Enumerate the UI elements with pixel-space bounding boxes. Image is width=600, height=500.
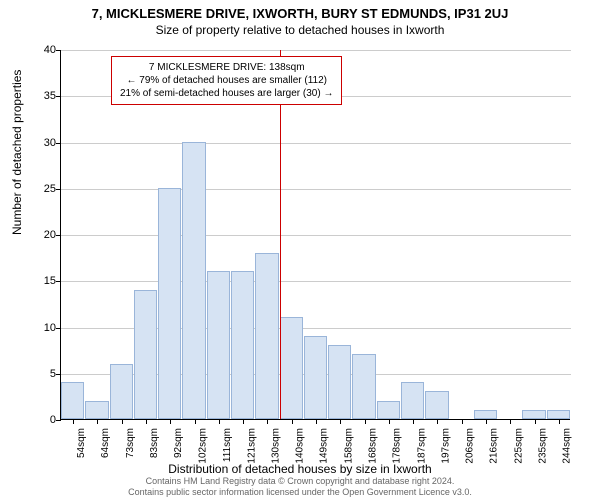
y-tick-mark: [56, 50, 61, 51]
histogram-bar: [61, 382, 84, 419]
x-tick-mark: [486, 419, 487, 424]
histogram-bar: [182, 142, 205, 420]
histogram-bar: [547, 410, 570, 419]
annotation-line: 7 MICKLESMERE DRIVE: 138sqm: [120, 61, 333, 74]
y-tick-label: 35: [44, 90, 56, 102]
y-tick-label: 0: [50, 414, 56, 426]
x-tick-label: 73sqm: [125, 428, 136, 458]
x-tick-label: 225sqm: [513, 428, 524, 464]
y-tick-label: 10: [44, 322, 56, 334]
chart-subtitle: Size of property relative to detached ho…: [0, 21, 600, 37]
y-tick-label: 25: [44, 183, 56, 195]
x-tick-mark: [170, 419, 171, 424]
y-gridline: [61, 281, 571, 282]
y-gridline: [61, 143, 571, 144]
x-tick-mark: [292, 419, 293, 424]
footer-line-2: Contains public sector information licen…: [0, 487, 600, 498]
y-tick-mark: [56, 374, 61, 375]
chart-area: 051015202530354054sqm64sqm73sqm83sqm92sq…: [60, 50, 570, 420]
x-tick-label: 244sqm: [562, 428, 573, 464]
histogram-bar: [255, 253, 278, 420]
annotation-line: ← 79% of detached houses are smaller (11…: [120, 74, 333, 87]
histogram-bar: [377, 401, 400, 420]
histogram-bar: [304, 336, 327, 419]
x-tick-label: 64sqm: [100, 428, 111, 458]
x-tick-mark: [243, 419, 244, 424]
x-tick-mark: [122, 419, 123, 424]
x-tick-mark: [535, 419, 536, 424]
x-tick-label: 158sqm: [343, 428, 354, 464]
x-tick-mark: [413, 419, 414, 424]
x-tick-mark: [559, 419, 560, 424]
x-tick-label: 54sqm: [76, 428, 87, 458]
x-tick-mark: [195, 419, 196, 424]
x-tick-label: 111sqm: [222, 428, 233, 462]
y-tick-mark: [56, 96, 61, 97]
histogram-bar: [425, 391, 448, 419]
y-tick-mark: [56, 420, 61, 421]
y-tick-label: 5: [50, 368, 56, 380]
y-gridline: [61, 189, 571, 190]
histogram-bar: [231, 271, 254, 419]
x-tick-label: 187sqm: [416, 428, 427, 464]
y-tick-mark: [56, 281, 61, 282]
x-tick-mark: [267, 419, 268, 424]
histogram-bar: [280, 317, 303, 419]
histogram-bar: [110, 364, 133, 420]
x-tick-mark: [73, 419, 74, 424]
x-tick-label: 216sqm: [489, 428, 500, 464]
histogram-bar: [328, 345, 351, 419]
x-tick-label: 140sqm: [295, 428, 306, 464]
y-tick-label: 30: [44, 137, 56, 149]
y-tick-mark: [56, 189, 61, 190]
footer-attribution: Contains HM Land Registry data © Crown c…: [0, 476, 600, 498]
x-tick-label: 235sqm: [538, 428, 549, 464]
plot-region: 051015202530354054sqm64sqm73sqm83sqm92sq…: [60, 50, 570, 420]
histogram-bar: [474, 410, 497, 419]
x-tick-label: 149sqm: [319, 428, 330, 464]
y-tick-mark: [56, 235, 61, 236]
histogram-bar: [134, 290, 157, 420]
histogram-bar: [158, 188, 181, 419]
footer-line-1: Contains HM Land Registry data © Crown c…: [0, 476, 600, 487]
chart-title: 7, MICKLESMERE DRIVE, IXWORTH, BURY ST E…: [0, 0, 600, 21]
x-tick-mark: [316, 419, 317, 424]
x-tick-label: 121sqm: [246, 428, 257, 464]
annotation-line: 21% of semi-detached houses are larger (…: [120, 87, 333, 100]
x-tick-label: 92sqm: [173, 428, 184, 458]
y-axis-label: Number of detached properties: [10, 70, 24, 235]
x-tick-mark: [437, 419, 438, 424]
x-tick-label: 83sqm: [149, 428, 160, 458]
x-tick-mark: [219, 419, 220, 424]
y-tick-label: 40: [44, 44, 56, 56]
y-gridline: [61, 235, 571, 236]
x-tick-label: 168sqm: [368, 428, 379, 464]
y-tick-mark: [56, 143, 61, 144]
property-marker-line: [280, 50, 281, 419]
x-tick-mark: [389, 419, 390, 424]
y-gridline: [61, 50, 571, 51]
x-tick-mark: [510, 419, 511, 424]
x-tick-mark: [146, 419, 147, 424]
x-tick-label: 130sqm: [270, 428, 281, 464]
y-tick-mark: [56, 328, 61, 329]
x-tick-mark: [365, 419, 366, 424]
y-tick-label: 20: [44, 229, 56, 241]
histogram-bar: [401, 382, 424, 419]
x-tick-mark: [340, 419, 341, 424]
y-tick-label: 15: [44, 275, 56, 287]
histogram-bar: [352, 354, 375, 419]
annotation-box: 7 MICKLESMERE DRIVE: 138sqm← 79% of deta…: [111, 56, 342, 105]
x-tick-label: 178sqm: [392, 428, 403, 464]
x-tick-mark: [97, 419, 98, 424]
x-tick-mark: [462, 419, 463, 424]
histogram-bar: [207, 271, 230, 419]
histogram-bar: [85, 401, 108, 420]
x-tick-label: 102sqm: [198, 428, 209, 464]
x-tick-label: 197sqm: [440, 428, 451, 464]
x-tick-label: 206sqm: [465, 428, 476, 464]
x-axis-label: Distribution of detached houses by size …: [0, 462, 600, 476]
histogram-bar: [522, 410, 545, 419]
